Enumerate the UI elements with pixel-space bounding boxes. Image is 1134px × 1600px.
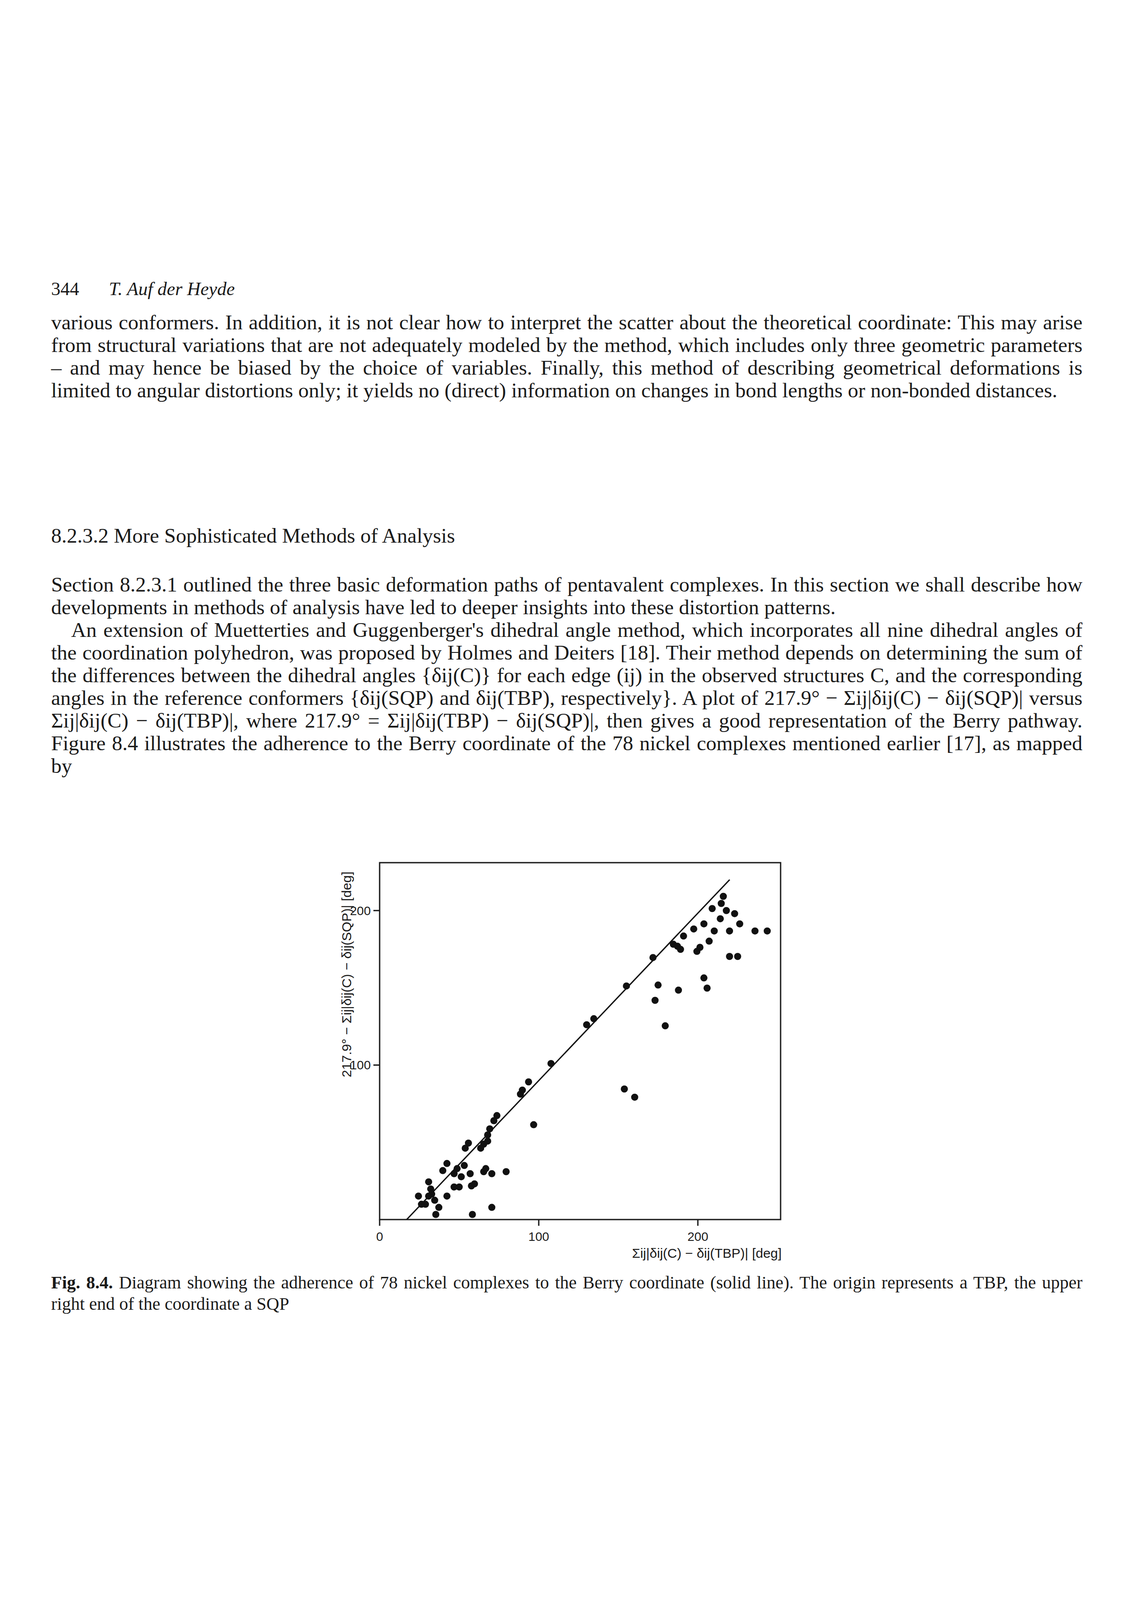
data-point <box>733 953 742 961</box>
caption: Fig. 8.4. Diagram showing the adherence … <box>51 1272 1083 1315</box>
data-point <box>450 1183 458 1191</box>
data-point <box>631 1093 639 1102</box>
data-point <box>432 1211 440 1219</box>
data-point <box>431 1197 439 1205</box>
data-point <box>524 1078 533 1086</box>
data-point <box>488 1204 496 1212</box>
data-point <box>443 1192 451 1200</box>
x-tick <box>697 1219 699 1227</box>
data-point <box>488 1170 496 1178</box>
plot-frame <box>379 862 781 1220</box>
data-point <box>722 907 730 915</box>
caption-text: Diagram showing the adherence of 78 nick… <box>51 1272 1083 1315</box>
data-point <box>705 937 713 946</box>
running-head: T. Auf der Heyde <box>108 277 235 301</box>
x-tick-label: 0 <box>376 1230 384 1244</box>
x-tick-label: 200 <box>687 1230 709 1244</box>
data-point <box>435 1204 443 1212</box>
data-point <box>725 953 734 961</box>
data-point <box>466 1170 474 1178</box>
data-point <box>490 1117 498 1125</box>
data-point <box>703 984 711 992</box>
data-point <box>763 927 771 935</box>
data-point <box>716 915 724 923</box>
x-tick <box>537 1219 540 1227</box>
data-point <box>468 1211 477 1219</box>
x-tick <box>379 1219 381 1227</box>
data-point <box>502 1168 510 1176</box>
data-point <box>736 920 744 928</box>
data-point <box>654 981 662 989</box>
data-point <box>661 1022 669 1030</box>
data-point <box>677 945 685 954</box>
data-point <box>457 1173 465 1181</box>
paragraph: An extension of Muetterties and Guggenbe… <box>51 618 1083 778</box>
caption-label: Fig. 8.4. <box>51 1272 113 1293</box>
data-point <box>710 927 718 935</box>
data-point <box>460 1162 468 1170</box>
data-point <box>621 1085 629 1093</box>
data-point <box>690 925 698 933</box>
data-point <box>484 1137 492 1145</box>
data-point <box>529 1121 537 1129</box>
y-tick <box>373 1064 380 1066</box>
data-point <box>696 943 704 951</box>
data-point <box>717 900 725 908</box>
paragraph: Section 8.2.3.1 outlined the three basic… <box>51 573 1083 619</box>
x-tick-label: 100 <box>528 1230 550 1244</box>
section-heading: 8.2.3.2 More Sophisticated Methods of An… <box>51 524 1083 548</box>
data-point <box>719 893 727 901</box>
data-point <box>651 997 659 1005</box>
x-axis-label: Σij|δij(C) − δij(TBP)| [deg] <box>632 1246 782 1261</box>
data-point <box>731 910 739 918</box>
data-point <box>414 1192 422 1200</box>
data-point <box>482 1165 490 1173</box>
data-point <box>680 932 688 940</box>
text-block: Section 8.2.3.1 outlined the three basic… <box>51 573 1083 778</box>
data-point <box>725 927 734 935</box>
data-point <box>443 1160 451 1168</box>
data-point <box>708 905 716 913</box>
paragraph: various conformers. In addition, it is n… <box>51 311 1083 402</box>
data-point <box>424 1178 433 1186</box>
plot-data <box>406 879 771 1220</box>
data-point <box>751 927 759 935</box>
data-point <box>470 1180 478 1188</box>
page-number: 344 <box>51 277 80 301</box>
data-point <box>439 1167 447 1175</box>
y-tick <box>373 909 380 912</box>
data-point <box>590 1015 598 1023</box>
data-point <box>700 920 708 928</box>
data-point <box>674 986 682 994</box>
chart: 0100200100200Σij|δij(C) − δij(TBP)| [deg… <box>0 0 1134 1600</box>
y-axis-label: 217.9° − Σij|δij(C) − δij(SQP)| [deg] <box>339 871 354 1078</box>
data-point <box>476 1144 485 1152</box>
berry-coordinate-line <box>406 879 730 1220</box>
data-point <box>700 974 708 982</box>
data-point <box>450 1170 458 1178</box>
data-point <box>461 1144 469 1152</box>
